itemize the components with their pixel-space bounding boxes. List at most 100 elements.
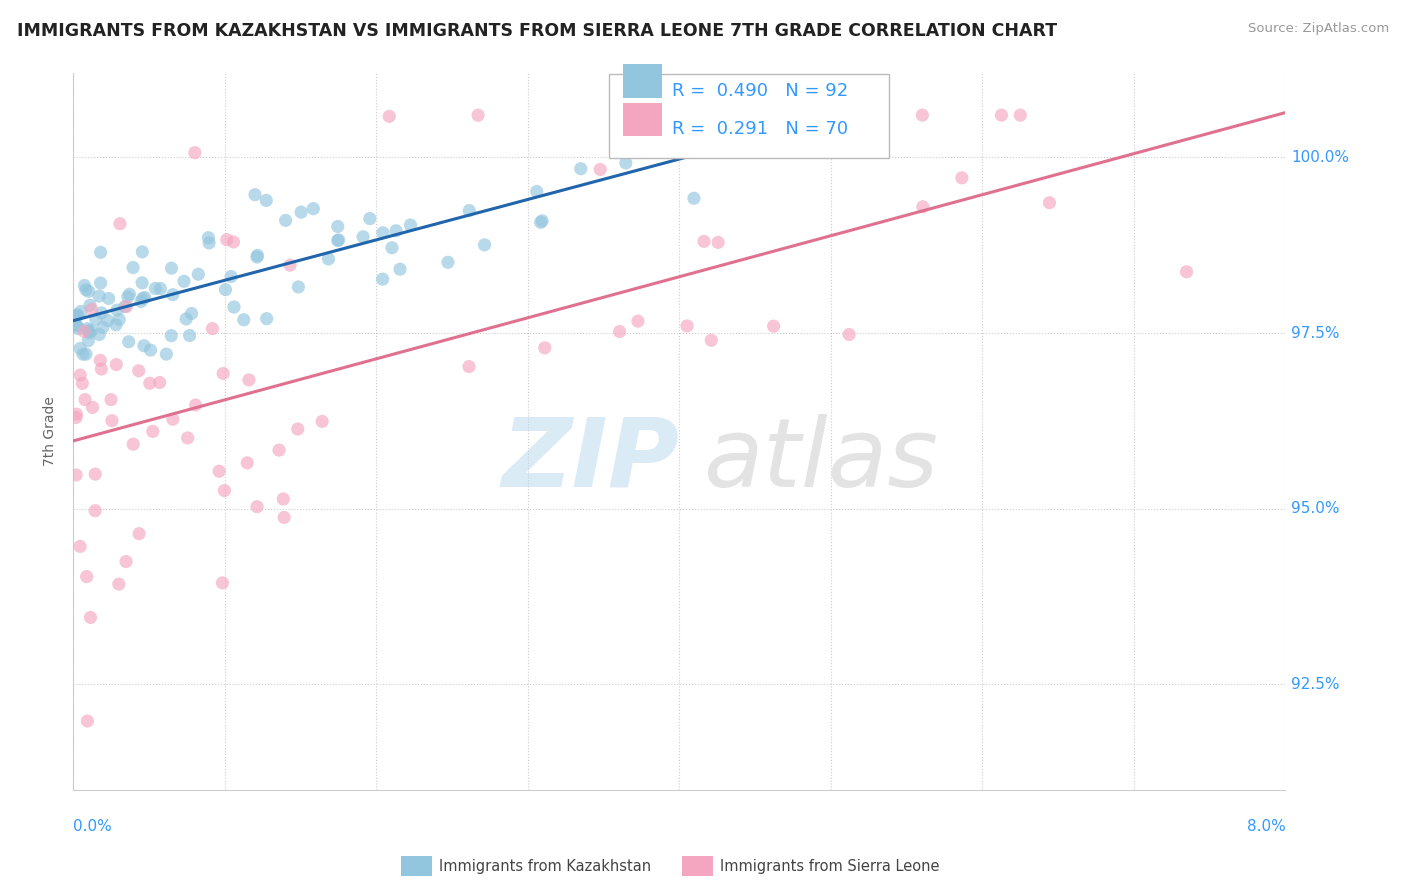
Point [80,302,103,317]
Point [89,353,111,368]
Point [65,467,87,482]
Point [399,218,422,232]
Point [911,108,934,122]
Point [378,109,401,123]
Point [700,334,723,348]
Point [84,504,107,518]
Point [533,341,555,355]
Point [122,260,145,275]
Text: IMMIGRANTS FROM KAZAKHSTAN VS IMMIGRANTS FROM SIERRA LEONE 7TH GRADE CORRELATION: IMMIGRANTS FROM KAZAKHSTAN VS IMMIGRANTS… [17,22,1057,40]
Point [82,401,104,415]
Point [246,248,269,262]
Point [530,215,553,229]
Point [160,328,183,343]
Point [129,294,152,309]
Point [79,610,101,624]
Point [65,308,87,322]
Point [437,255,460,269]
Point [118,334,141,349]
Point [222,235,245,249]
Point [636,141,658,155]
Point [271,491,294,506]
Point [614,156,637,170]
Point [531,214,554,228]
Point [162,287,184,301]
Point [76,714,98,728]
Point [69,368,91,382]
Point [90,306,112,320]
Point [232,313,254,327]
Point [243,187,266,202]
Point [117,290,139,304]
Point [97,292,120,306]
Point [287,422,309,436]
Point [128,364,150,378]
Point [142,425,165,439]
Point [911,200,934,214]
Point [838,327,860,342]
Point [132,291,155,305]
Text: 8.0%: 8.0% [1247,819,1285,834]
Point [215,233,238,247]
Text: 100.0%: 100.0% [1292,150,1350,165]
Point [73,278,96,293]
Point [212,367,235,381]
Point [311,414,333,428]
Text: ZIP: ZIP [502,414,679,507]
Point [707,235,730,250]
Point [70,304,93,318]
Point [254,194,277,208]
Y-axis label: 7th Grade: 7th Grade [44,397,58,467]
Point [990,108,1012,122]
Point [222,300,245,314]
Text: 92.5%: 92.5% [1292,677,1340,692]
Point [198,235,221,250]
Point [73,392,96,407]
Point [609,325,631,339]
Point [187,267,209,281]
Point [108,577,131,591]
Point [149,282,172,296]
Point [89,289,111,303]
Point [1038,195,1060,210]
Text: Source: ZipAtlas.com: Source: ZipAtlas.com [1249,22,1389,36]
Point [762,319,785,334]
Point [318,252,340,266]
Point [474,237,496,252]
Point [214,283,236,297]
Point [75,347,97,361]
Point [90,276,112,290]
Point [256,311,278,326]
Point [467,108,489,122]
Point [211,575,233,590]
Point [160,261,183,276]
Point [385,224,408,238]
Point [65,310,87,324]
Point [273,510,295,524]
Point [290,205,312,219]
Text: atlas: atlas [703,414,938,507]
Point [238,373,260,387]
Point [526,185,548,199]
Point [79,326,101,340]
Point [105,303,128,318]
Text: Immigrants from Sierra Leone: Immigrants from Sierra Leone [720,859,939,873]
Point [371,272,394,286]
Point [108,217,131,231]
Point [1175,265,1198,279]
Point [676,318,699,333]
Point [69,342,91,356]
Point [72,376,94,391]
Point [458,359,481,374]
Text: R =  0.490   N = 92: R = 0.490 N = 92 [672,82,848,100]
Point [122,437,145,451]
Point [114,300,136,314]
Point [84,312,107,326]
Point [65,410,87,425]
Point [267,443,290,458]
Point [683,191,706,205]
Point [236,456,259,470]
Point [326,219,349,234]
Point [569,161,592,176]
Point [118,287,141,301]
